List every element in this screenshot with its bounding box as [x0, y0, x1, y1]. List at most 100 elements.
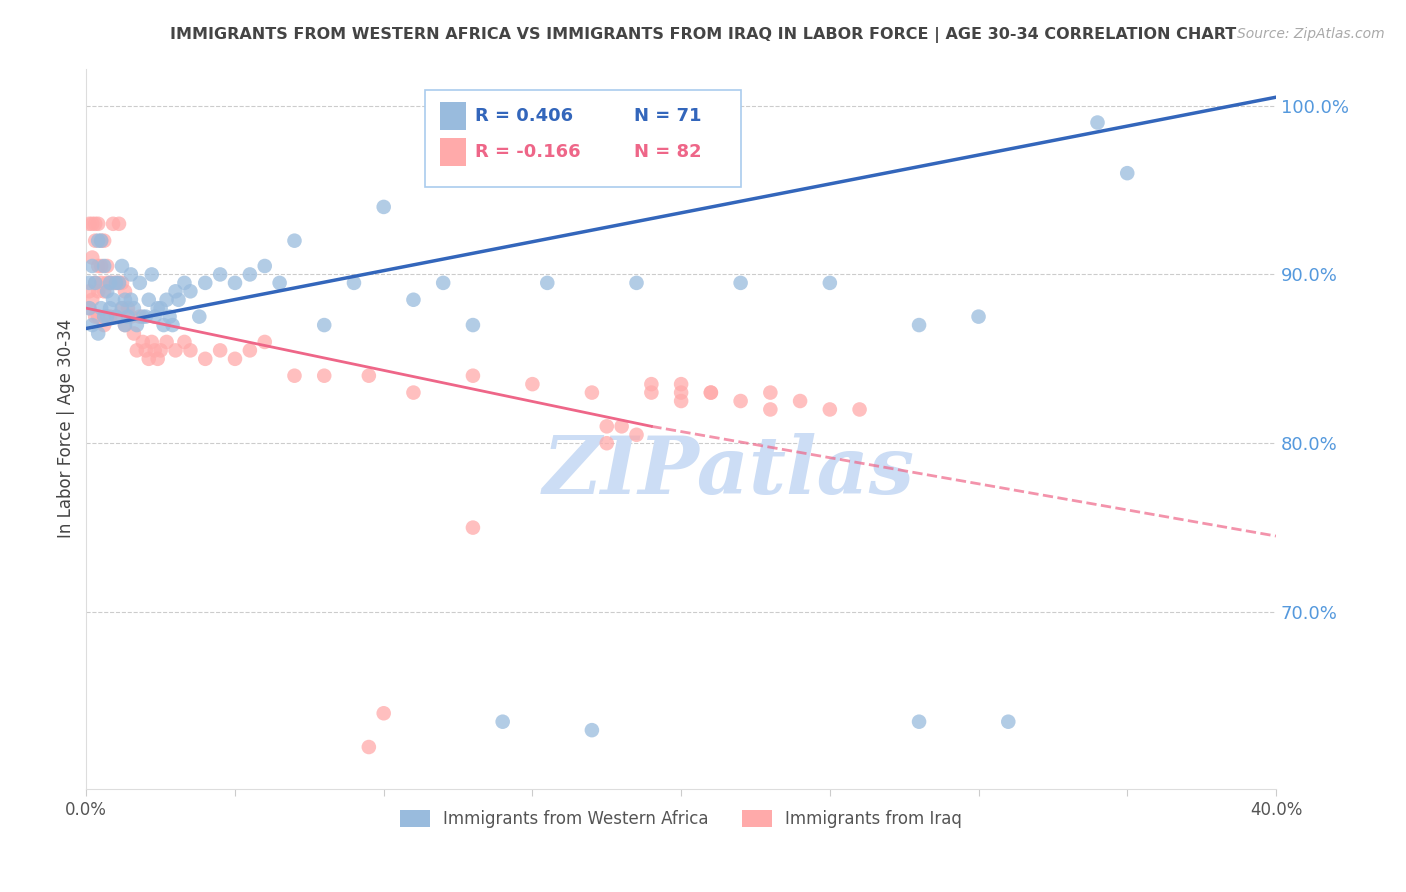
Point [536, 276, 558, 290]
Point [84, 276, 107, 290]
Point [188, 310, 211, 324]
Text: N = 71: N = 71 [634, 107, 702, 125]
Point [82, 259, 104, 273]
Point [357, 368, 380, 383]
Point [209, 268, 232, 282]
Point [84, 310, 107, 324]
Point [122, 326, 145, 341]
Point [432, 276, 454, 290]
Point [90, 259, 112, 273]
Point [461, 318, 484, 332]
Point [117, 310, 139, 324]
Point [143, 343, 166, 358]
Point [165, 285, 187, 299]
Point [155, 293, 177, 307]
Point [90, 234, 112, 248]
Point [314, 368, 336, 383]
Point [818, 276, 841, 290]
Point [818, 402, 841, 417]
Point [848, 402, 870, 417]
Point [759, 385, 782, 400]
Point [669, 377, 692, 392]
Point [125, 343, 148, 358]
Point [402, 293, 425, 307]
Point [581, 723, 603, 738]
Point [98, 276, 121, 290]
Point [98, 301, 121, 316]
Point [373, 706, 395, 721]
Point [626, 276, 648, 290]
Point [111, 259, 134, 273]
Point [77, 285, 100, 299]
Point [155, 334, 177, 349]
Point [135, 310, 157, 324]
Point [138, 293, 160, 307]
Text: IMMIGRANTS FROM WESTERN AFRICA VS IMMIGRANTS FROM IRAQ IN LABOR FORCE | AGE 30-3: IMMIGRANTS FROM WESTERN AFRICA VS IMMIGR… [170, 27, 1236, 43]
Point [90, 234, 112, 248]
Point [492, 714, 515, 729]
Point [239, 343, 262, 358]
Point [253, 334, 276, 349]
Point [357, 739, 380, 754]
Point [167, 293, 190, 307]
Point [162, 318, 184, 332]
Point [209, 343, 232, 358]
Point [108, 276, 131, 290]
Point [87, 217, 110, 231]
Text: Source: ZipAtlas.com: Source: ZipAtlas.com [1237, 27, 1385, 41]
Point [143, 310, 166, 324]
Point [669, 385, 692, 400]
Point [194, 276, 217, 290]
Point [93, 259, 115, 273]
Point [253, 259, 276, 273]
Point [93, 310, 115, 324]
Point [105, 310, 128, 324]
Point [173, 276, 195, 290]
Point [239, 268, 262, 282]
Point [93, 234, 115, 248]
Point [343, 276, 366, 290]
Text: R = 0.406: R = 0.406 [475, 107, 574, 125]
Point [87, 326, 110, 341]
Point [141, 268, 163, 282]
Point [179, 343, 201, 358]
Point [101, 276, 124, 290]
Point [101, 217, 124, 231]
Point [1087, 115, 1109, 129]
Point [141, 334, 163, 349]
Point [82, 293, 104, 307]
Point [179, 285, 201, 299]
Point [90, 276, 112, 290]
Point [522, 377, 544, 392]
Point [77, 276, 100, 290]
Point [730, 394, 752, 409]
Point [125, 318, 148, 332]
Point [165, 343, 187, 358]
Point [132, 334, 155, 349]
Legend: Immigrants from Western Africa, Immigrants from Iraq: Immigrants from Western Africa, Immigran… [394, 804, 969, 835]
Point [967, 310, 990, 324]
Point [105, 276, 128, 290]
Point [96, 276, 118, 290]
Point [87, 259, 110, 273]
Point [120, 310, 142, 324]
Point [669, 394, 692, 409]
Point [789, 394, 811, 409]
Point [908, 714, 931, 729]
Point [96, 310, 118, 324]
Point [87, 285, 110, 299]
Point [111, 276, 134, 290]
Point [997, 714, 1019, 729]
Point [98, 310, 121, 324]
Point [626, 427, 648, 442]
Point [96, 285, 118, 299]
Point [135, 343, 157, 358]
Point [122, 301, 145, 316]
Point [149, 343, 172, 358]
Point [159, 310, 181, 324]
Point [610, 419, 633, 434]
Point [314, 318, 336, 332]
Point [82, 251, 104, 265]
Point [1116, 166, 1139, 180]
Point [87, 310, 110, 324]
